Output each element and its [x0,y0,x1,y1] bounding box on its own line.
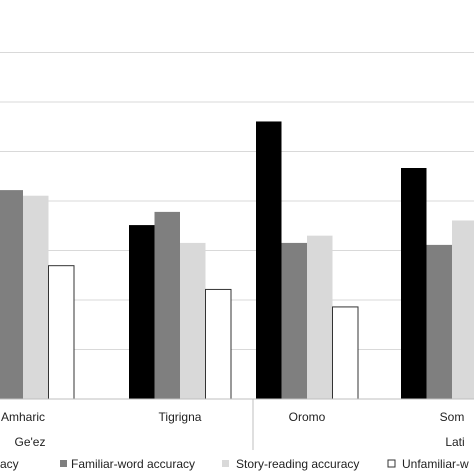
legend-label: acy [0,457,19,471]
group-label: Ge'ez [15,435,46,449]
bar-tigrigna-3 [180,242,206,399]
category-label: Som [440,410,465,424]
gridlines [0,52,474,350]
bar-som-1 [401,168,427,399]
legend: acy Familiar-word accuracy Story-reading a… [0,457,469,471]
bar-amharic-3 [23,195,49,399]
category-label: Amharic [1,410,45,424]
bar-oromo-2 [281,242,307,399]
bar-som-3 [452,220,474,399]
legend-swatch [387,459,396,468]
bar-oromo-3 [307,235,333,399]
legend-label: Unfamiliar-w [402,457,469,471]
bar-tigrigna-4 [205,288,232,400]
bars [0,121,474,400]
bar-amharic-2 [0,190,23,399]
legend-label: Story-reading accuracy [236,457,359,471]
group-labels: Ge'ez Lati [15,435,465,449]
bar-tigrigna-2 [154,211,180,399]
bar-oromo-1 [256,121,282,399]
bar-oromo-4 [332,306,359,400]
bar-som-2 [426,244,452,399]
category-label: Oromo [289,410,326,424]
bar-tigrigna-1 [129,225,155,399]
group-label: Lati [445,435,464,449]
category-label: Tigrigna [159,410,202,424]
legend-swatch [222,460,229,467]
bar-amharic-4 [48,265,75,400]
category-axis [0,398,474,450]
legend-label: Familiar-word accuracy [71,457,195,471]
category-labels: Amharic Tigrigna Oromo Som [1,410,464,424]
legend-swatch [60,460,67,467]
